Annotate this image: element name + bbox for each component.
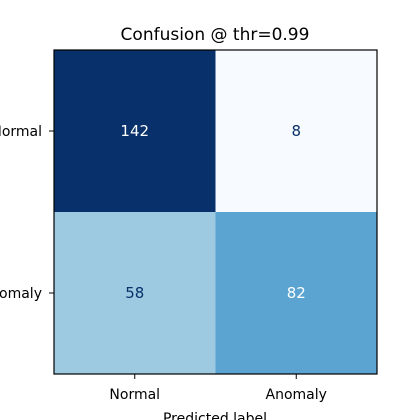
y-tick-label: Anomaly	[0, 286, 42, 302]
cell-value-label: 8	[291, 122, 301, 140]
x-axis-label: Predicted label	[163, 411, 267, 420]
x-tick-label: Normal	[109, 387, 160, 403]
chart-title: Confusion @ thr=0.99	[121, 25, 310, 45]
heatmap-cell	[215, 212, 377, 374]
y-tick-label: Normal	[0, 124, 42, 140]
x-tick-label: Anomaly	[266, 387, 327, 403]
heatmap-cells: 142 8 58 82	[54, 50, 377, 374]
heatmap-cell	[54, 50, 216, 212]
cell-value-label: 58	[125, 284, 144, 302]
plot-frame	[53, 49, 378, 375]
cell-value-label: 82	[287, 284, 306, 302]
heatmap-cell	[54, 212, 216, 374]
axis-ticks: Normal Anomaly Normal Anomaly	[0, 124, 327, 403]
cell-value-label: 142	[120, 122, 149, 140]
heatmap-cell	[215, 50, 377, 212]
